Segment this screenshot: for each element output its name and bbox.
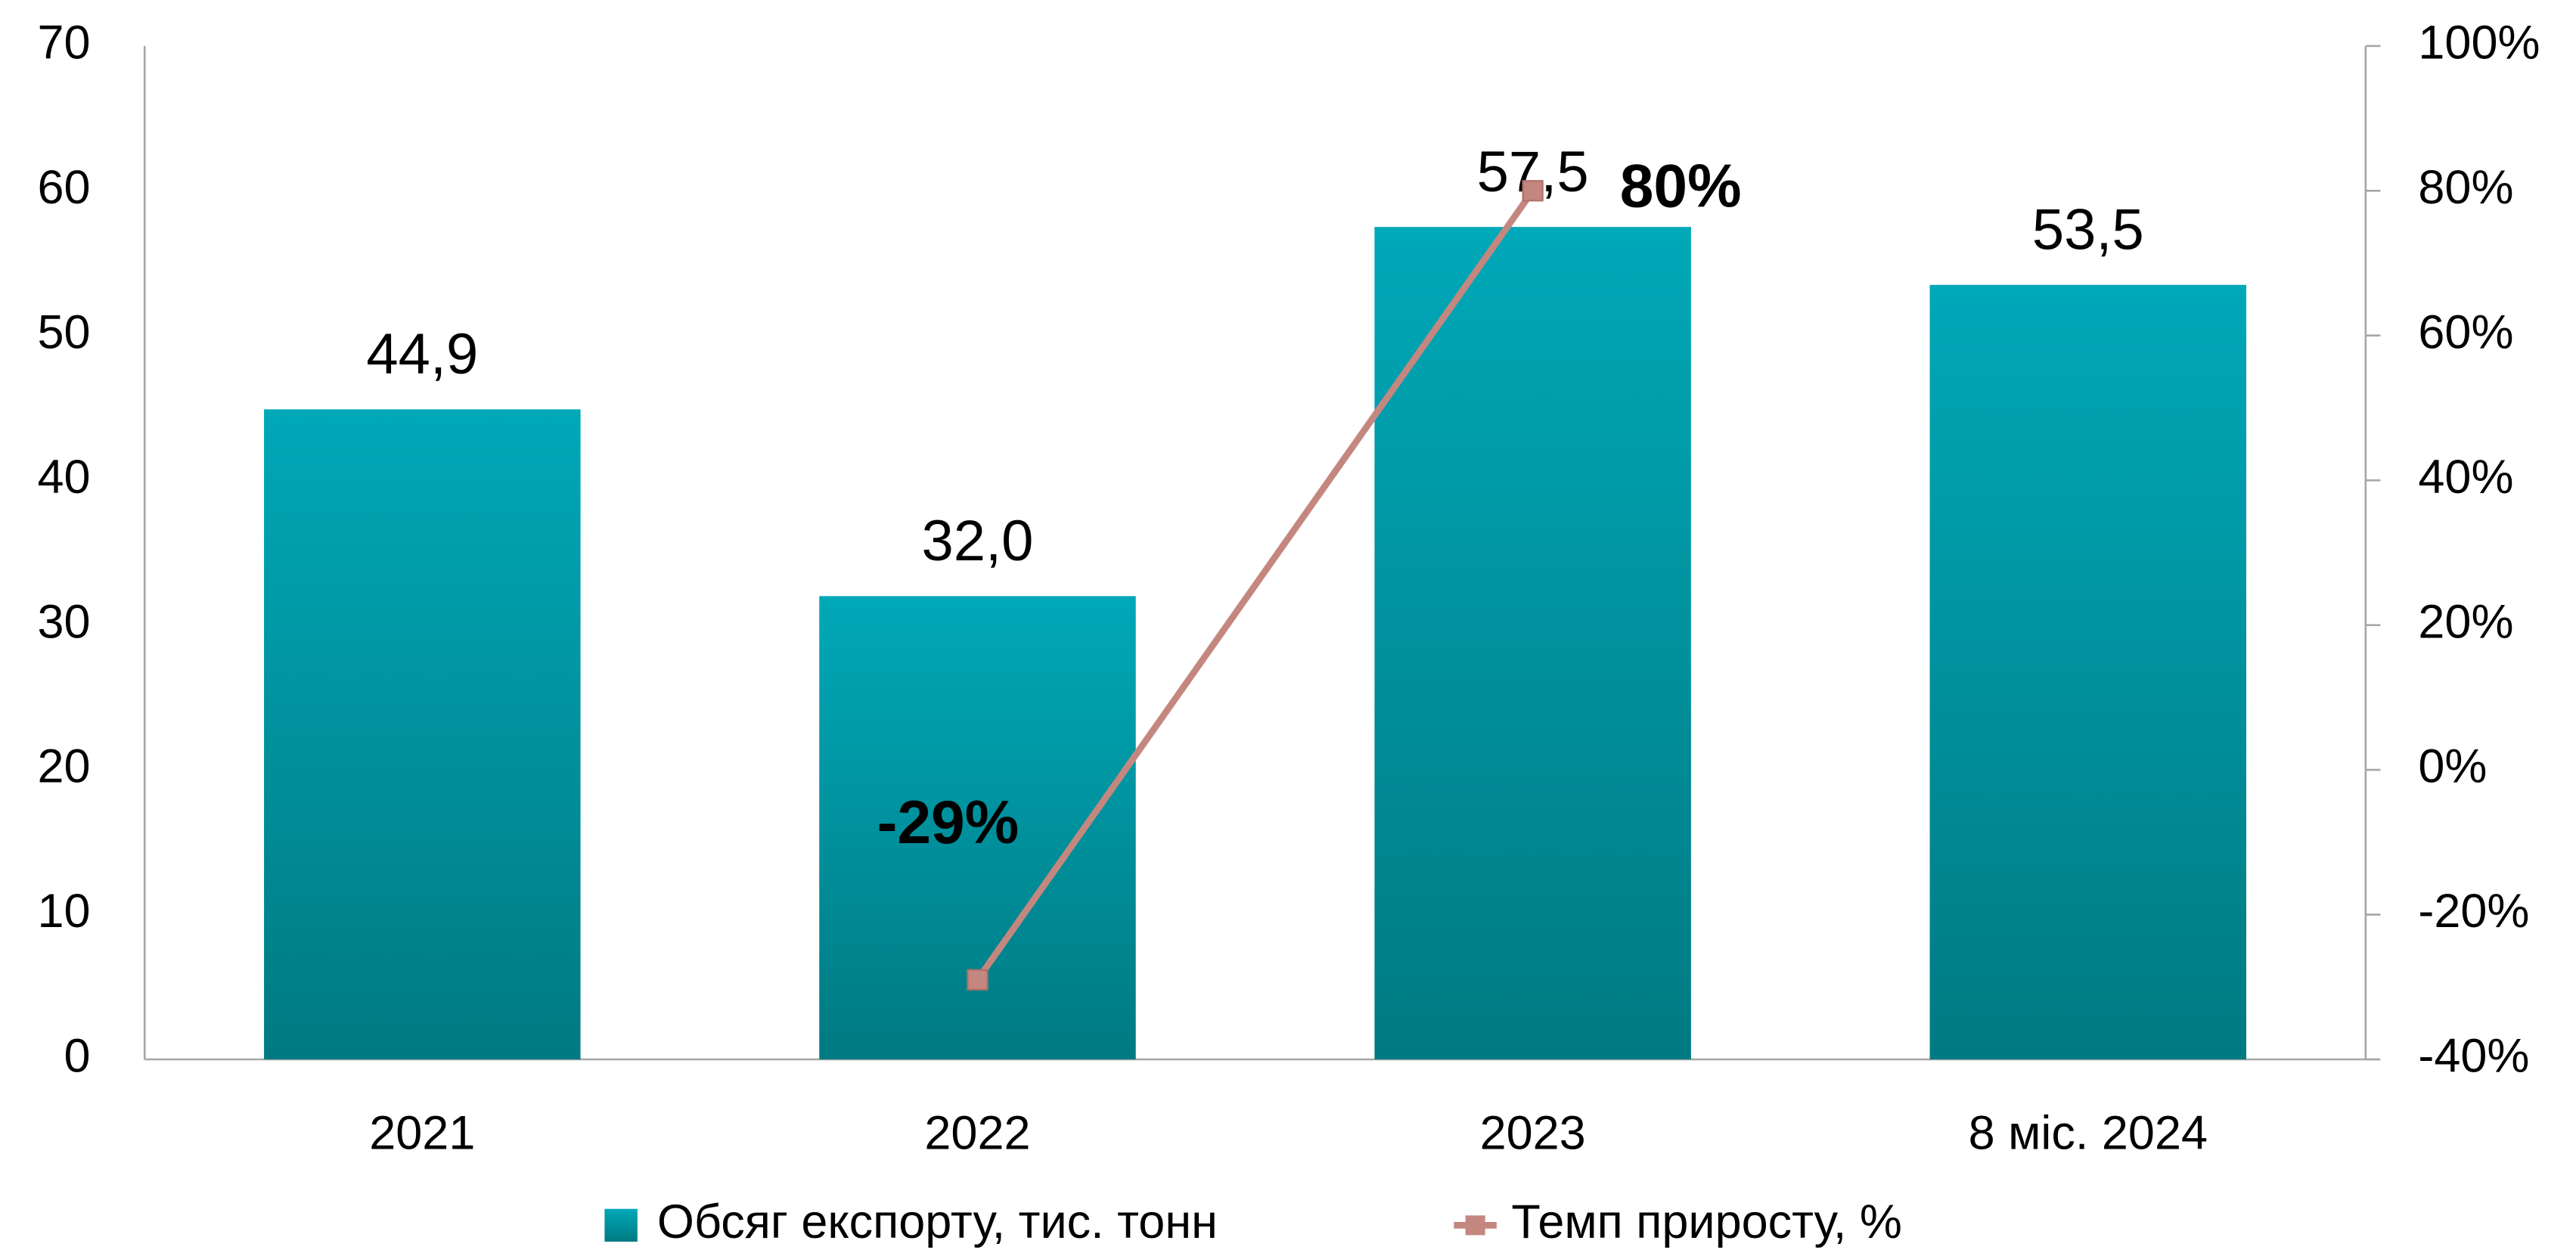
- bar-value-label: 32,0: [921, 509, 1033, 573]
- y-tick-label: 20: [37, 740, 90, 793]
- legend-swatch: [1465, 1215, 1485, 1236]
- y-tick-label: 30: [37, 595, 90, 648]
- y2-tick-label: 20%: [2418, 595, 2513, 648]
- legend-label: Обсяг експорту, тис. тонн: [657, 1196, 1218, 1248]
- line-marker: [967, 969, 989, 991]
- y-tick-label: 60: [37, 161, 90, 214]
- legend-label: Темп приросту, %: [1511, 1196, 1901, 1248]
- y-tick-label: 40: [37, 451, 90, 504]
- y-tick-label: 50: [37, 305, 90, 358]
- line: [974, 188, 1536, 982]
- legend-swatch: [604, 1208, 638, 1242]
- y2-tick-label: 100%: [2418, 16, 2540, 69]
- x-tick-label: 8 міс. 2024: [1969, 1107, 2208, 1160]
- bar: [1374, 227, 1691, 1060]
- y2-tick-label: 80%: [2418, 161, 2513, 214]
- line-value-label: 80%: [1620, 153, 1742, 221]
- y-tick-label: 0: [64, 1030, 91, 1083]
- bar: [264, 409, 581, 1060]
- bar: [1929, 284, 2247, 1060]
- y2-tick-label: 0%: [2418, 740, 2487, 793]
- x-tick-label: 2022: [924, 1107, 1030, 1160]
- bar-value-label: 44,9: [366, 322, 478, 386]
- y2-tick-label: 40%: [2418, 451, 2513, 504]
- y2-tick-label: -20%: [2418, 885, 2529, 938]
- y2-tick-label: -40%: [2418, 1030, 2529, 1083]
- y-tick-label: 10: [37, 885, 90, 938]
- bar-value-label: 53,5: [2032, 197, 2144, 262]
- y-tick-label: 70: [37, 16, 90, 69]
- x-tick-label: 2023: [1480, 1107, 1586, 1160]
- x-tick-label: 2021: [369, 1107, 475, 1160]
- y2-tick-label: 60%: [2418, 305, 2513, 358]
- line-value-label: -29%: [877, 789, 1020, 857]
- line-marker: [1522, 180, 1544, 202]
